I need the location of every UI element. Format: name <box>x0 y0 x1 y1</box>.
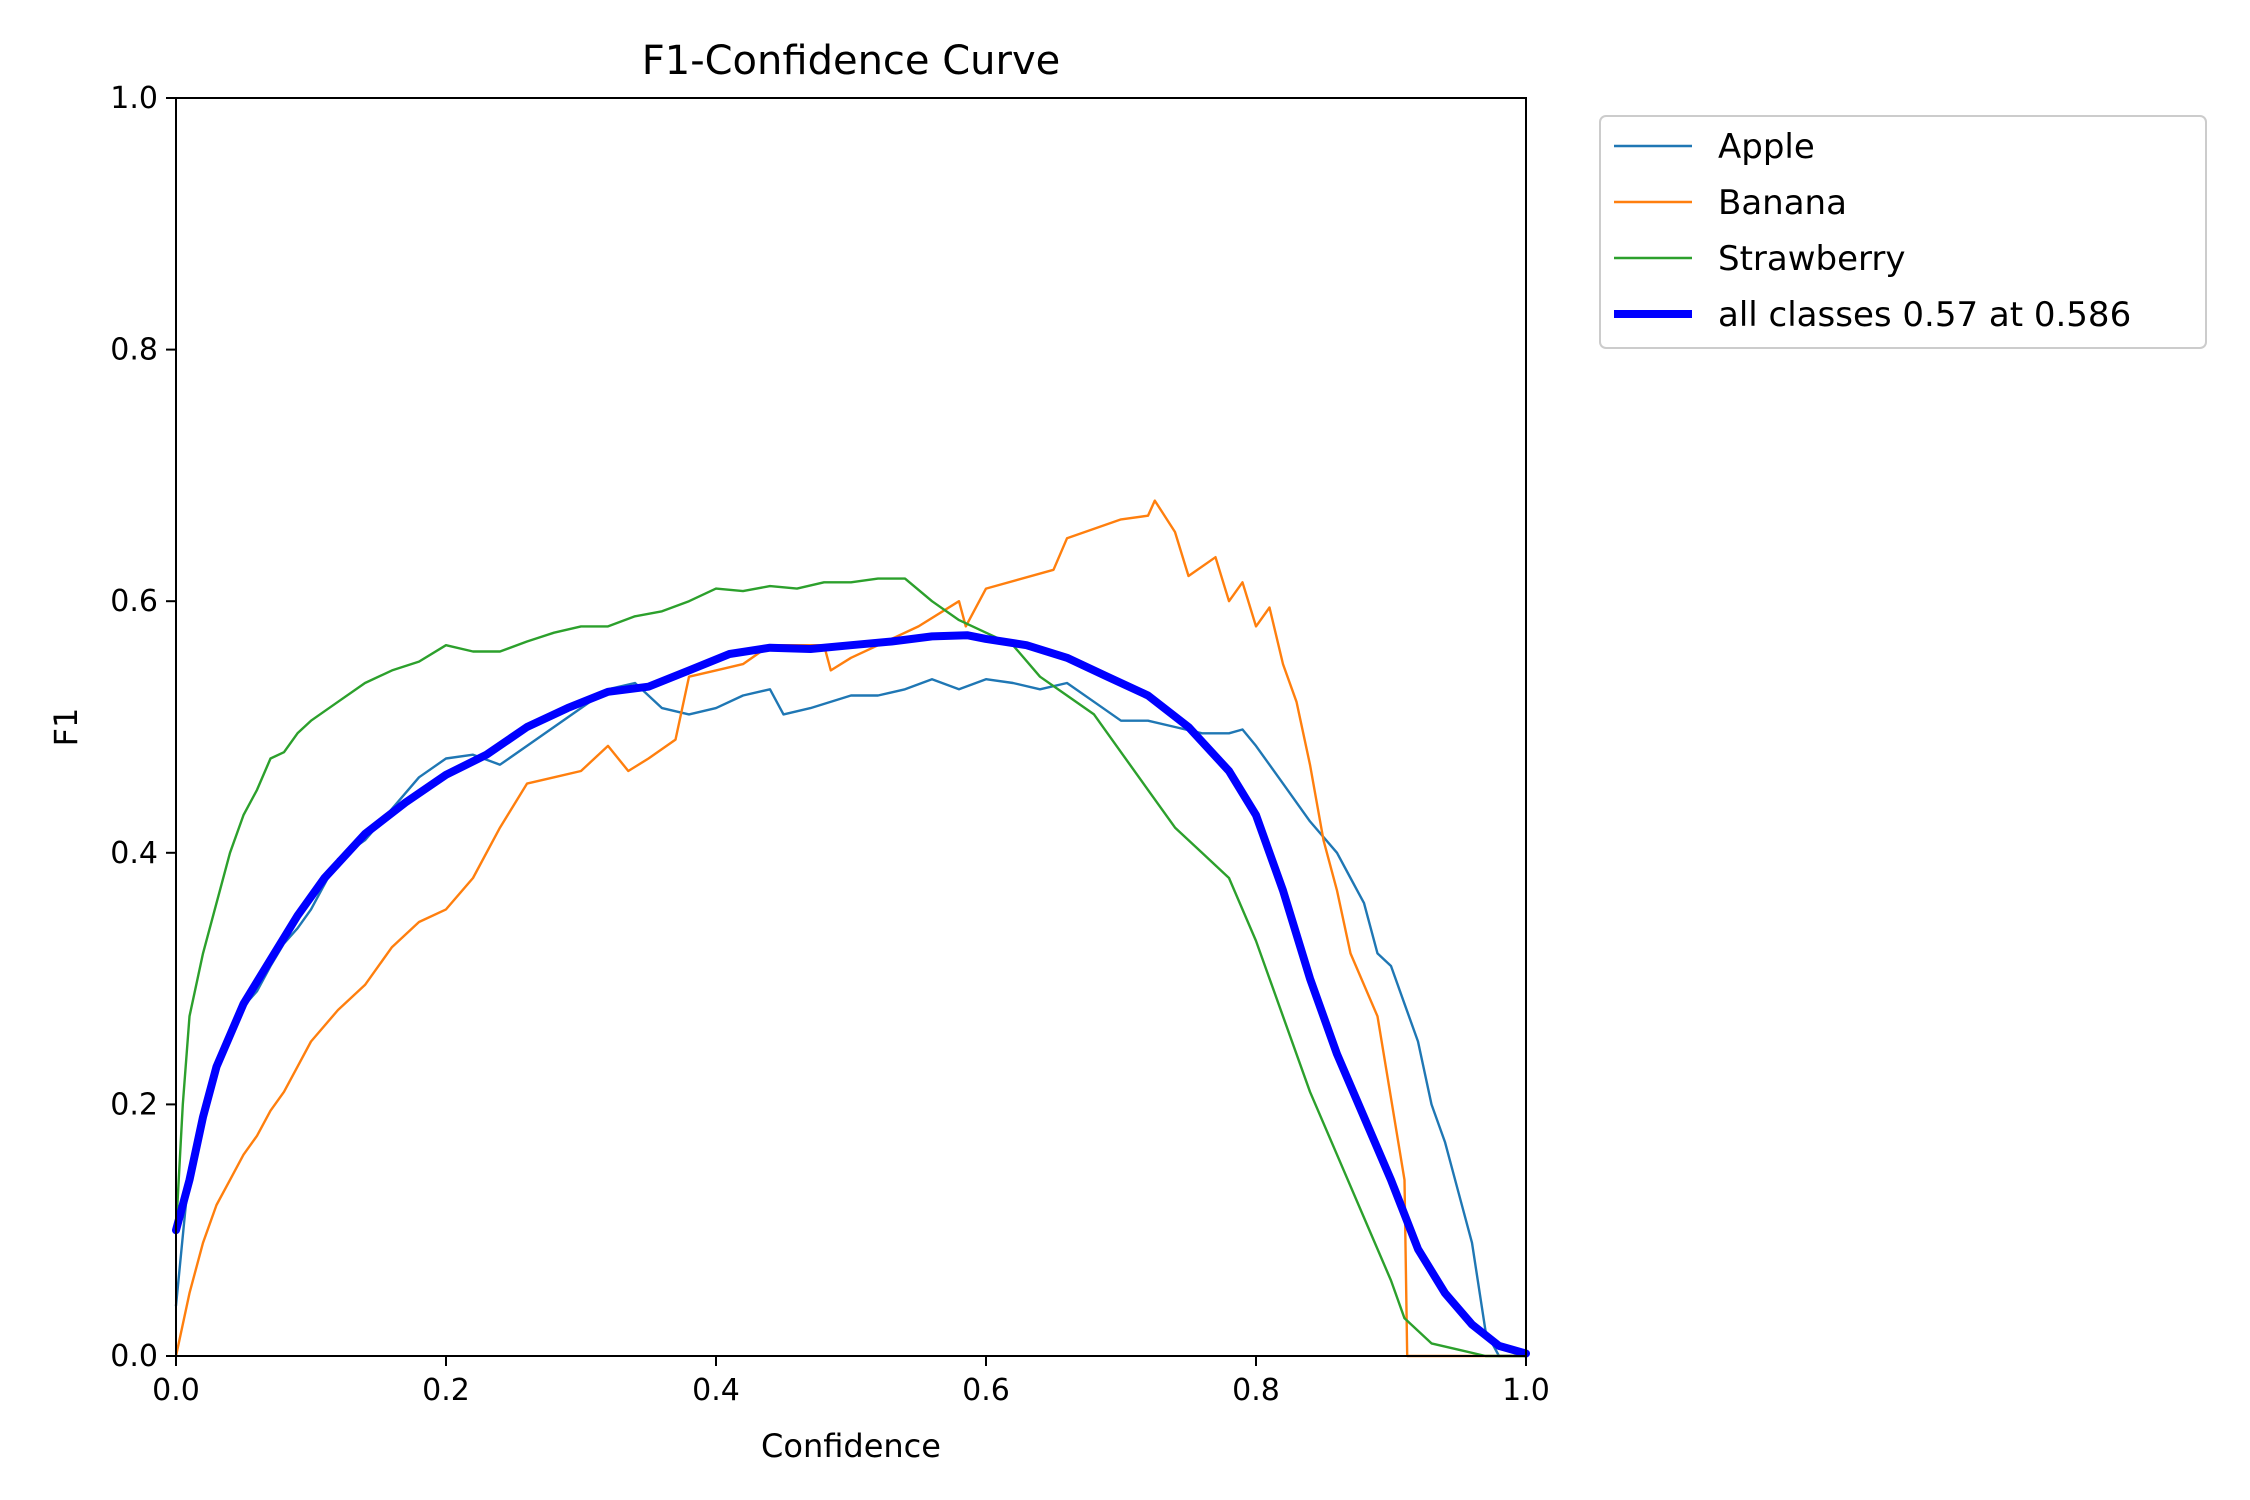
y-tick-label: 0.6 <box>110 584 158 619</box>
x-tick-label: 1.0 <box>1502 1373 1550 1408</box>
x-axis-label: Confidence <box>761 1427 941 1465</box>
x-tick-label: 0.6 <box>962 1373 1010 1408</box>
chart-title: F1-Confidence Curve <box>642 38 1061 84</box>
legend-entry-label: Banana <box>1718 183 1847 223</box>
x-tick-label: 0.0 <box>152 1373 200 1408</box>
x-axis-ticks: 0.0 0.2 0.4 0.6 0.8 1.0 <box>152 1356 1550 1408</box>
series-line-all <box>172 631 1530 1358</box>
y-axis-ticks: 0.0 0.2 0.4 0.6 0.8 1.0 <box>110 81 176 1374</box>
legend-entry-label: all classes 0.57 at 0.586 <box>1718 295 2131 335</box>
x-tick-label: 0.4 <box>692 1373 740 1408</box>
legend-box <box>1599 115 2207 349</box>
y-axis-label: F1 <box>47 708 85 747</box>
plot-frame <box>175 97 1527 1357</box>
series-line-banana <box>174 499 1528 1358</box>
y-tick-label: 0.2 <box>110 1087 158 1122</box>
y-tick-label: 0.0 <box>110 1339 158 1374</box>
legend-entry-label: Strawberry <box>1718 239 1906 279</box>
y-tick-label: 0.4 <box>110 836 158 871</box>
x-tick-label: 0.8 <box>1232 1373 1280 1408</box>
y-tick-label: 0.8 <box>110 333 158 368</box>
x-tick-label: 0.2 <box>422 1373 470 1408</box>
series-layer <box>172 499 1530 1358</box>
legend-entry-label: Apple <box>1718 127 1815 167</box>
legend: Apple Banana Strawberry all classes 0.57 at… <box>1599 115 2207 349</box>
series-line-strawberry <box>174 577 1528 1358</box>
y-tick-label: 1.0 <box>110 81 158 116</box>
series-line-apple <box>174 678 1528 1358</box>
